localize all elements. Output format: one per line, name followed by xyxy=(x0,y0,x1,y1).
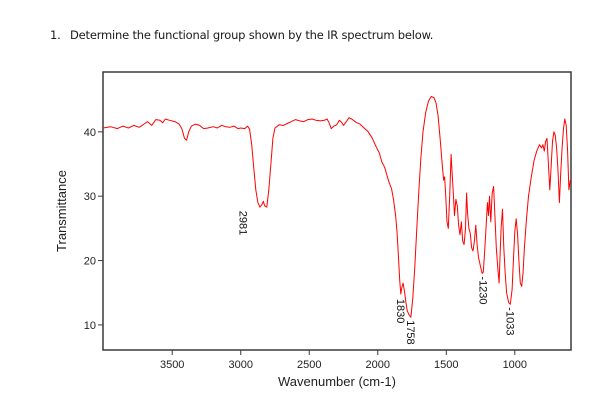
question-prompt: Determine the functional group shown by … xyxy=(70,28,434,42)
x-axis-title: Wavenumber (cm-1) xyxy=(278,374,396,389)
x-tick-label: 2500 xyxy=(297,359,321,371)
y-tick-label: 10 xyxy=(84,320,96,332)
x-tick-label: 1500 xyxy=(434,359,458,371)
spectrum-line xyxy=(102,96,571,318)
y-axis-ticks: 10 20 30 40 xyxy=(84,127,103,332)
x-axis-ticks: 3500 3000 2500 2000 1500 1000 xyxy=(160,350,527,371)
x-tick-label: 2000 xyxy=(366,359,390,371)
y-tick-label: 30 xyxy=(84,191,96,203)
x-tick-label: 3000 xyxy=(228,359,252,371)
question-text: 1. Determine the functional group shown b… xyxy=(50,28,433,42)
x-tick-label: 3500 xyxy=(160,359,184,371)
y-axis-title: Transmittance xyxy=(54,170,69,252)
peak-label: -1033 xyxy=(503,307,515,335)
plot-frame xyxy=(102,71,572,351)
peak-label: -1230 xyxy=(476,276,488,304)
question-number: 1. xyxy=(50,28,61,42)
y-tick-label: 20 xyxy=(84,256,96,268)
y-tick-label: 40 xyxy=(84,127,96,139)
peak-label: 2981 xyxy=(236,211,248,235)
peak-label: 1830 xyxy=(394,299,406,323)
peak-label: 1758 xyxy=(404,320,416,344)
x-tick-label: 1000 xyxy=(503,359,527,371)
